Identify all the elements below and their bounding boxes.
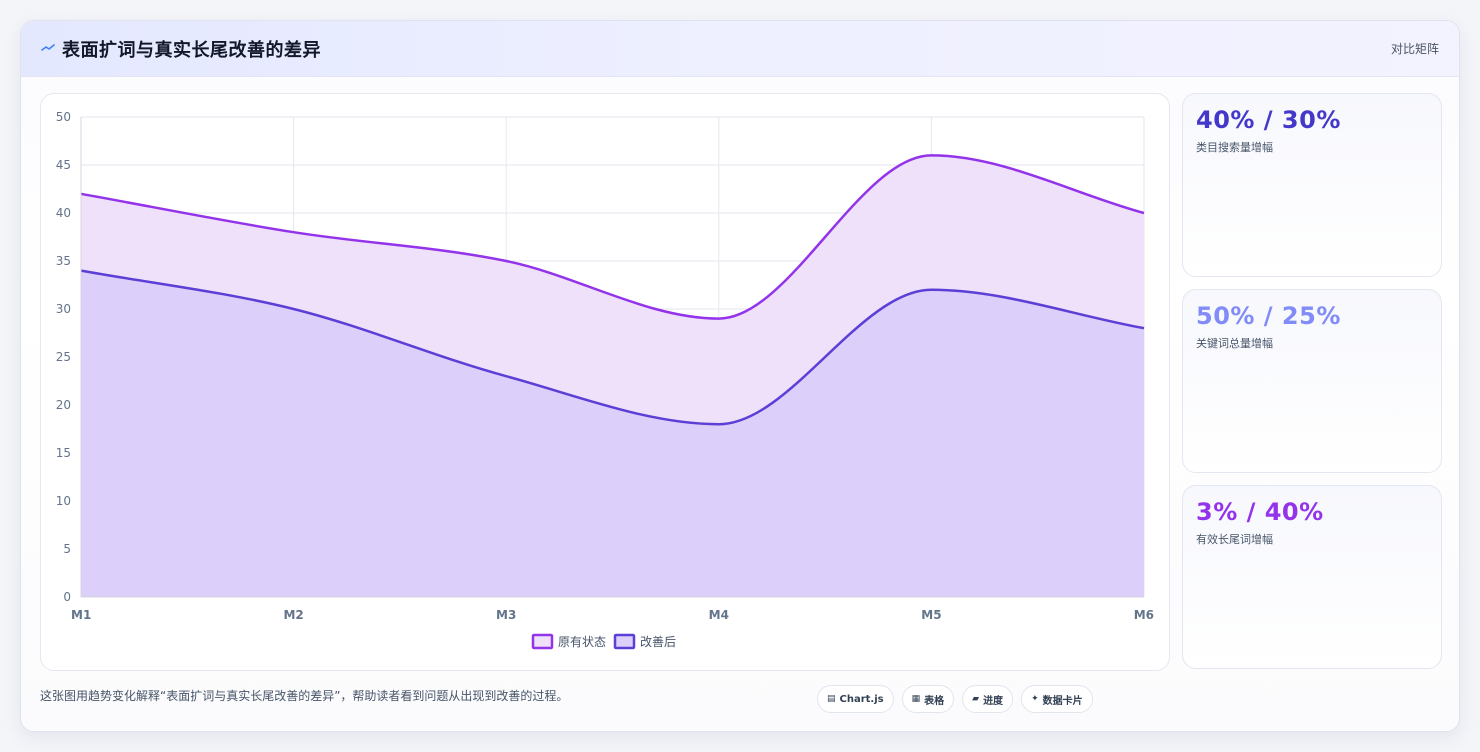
chart-panel: 0 5 10 15 20 25 30 35 40 45 50 M1 M2 M3 M4 M5 M6 原有状态 改善后 <box>40 93 1170 671</box>
x-tick-label: M1 <box>71 608 91 622</box>
sparkline-icon <box>41 44 55 51</box>
y-tick-label: 20 <box>56 398 71 412</box>
x-tick-label: M6 <box>1134 608 1154 622</box>
chip-label: 数据卡片 <box>1042 695 1083 707</box>
chip-table[interactable]: ▦ 表格 <box>901 685 955 713</box>
x-tick-label: M5 <box>921 608 941 622</box>
y-tick-label: 10 <box>56 494 71 508</box>
legend-swatch-1 <box>531 633 554 650</box>
y-tick-label: 50 <box>56 110 71 124</box>
x-tick-label: M4 <box>709 608 729 622</box>
series-area-2 <box>81 270 1144 597</box>
stat-label: 类目搜索量增幅 <box>1196 141 1273 154</box>
legend-label-2: 改善后 <box>640 634 676 649</box>
progress-icon: ▰ <box>972 694 980 704</box>
chart-caption: 这张图用趋势变化解释“表面扩词与真实长尾改善的差异”，帮助读者看到问题从出现到改… <box>40 689 569 703</box>
chart-icon: ▤ <box>827 694 836 704</box>
area-chart: 0 5 10 15 20 25 30 35 40 45 50 M1 M2 M3 M4 M5 M6 原有状态 改善后 <box>56 110 1154 650</box>
chip-label: 表格 <box>924 695 945 707</box>
matrix-link[interactable]: 对比矩阵 <box>1390 42 1439 56</box>
stat-card-keyword-total: 50% / 25% 关键词总量增幅 <box>1182 289 1442 473</box>
stat-card-longtail: 3% / 40% 有效长尾词增幅 <box>1182 485 1442 669</box>
stat-label: 关键词总量增幅 <box>1196 337 1273 350</box>
series-line-1 <box>80 154 1145 320</box>
y-tick-label: 0 <box>63 590 71 604</box>
y-tick-label: 30 <box>56 302 71 316</box>
series-line-2 <box>80 269 1145 426</box>
chip-chartjs[interactable]: ▤ Chart.js <box>817 685 894 713</box>
y-tick-label: 25 <box>56 350 71 364</box>
y-tick-label: 35 <box>56 254 71 268</box>
chip-data-card[interactable]: ✦ 数据卡片 <box>1021 685 1093 713</box>
x-tick-label: M3 <box>496 608 516 622</box>
stat-value: 40% / 30% <box>1196 106 1341 134</box>
y-tick-label: 5 <box>63 542 71 556</box>
y-tick-label: 45 <box>56 158 71 172</box>
chip-label: Chart.js <box>839 693 884 705</box>
stat-value: 50% / 25% <box>1196 302 1341 330</box>
table-icon: ▦ <box>911 694 921 704</box>
y-tick-label: 40 <box>56 206 71 220</box>
stat-card-category-search: 40% / 30% 类目搜索量增幅 <box>1182 93 1442 277</box>
y-tick-label: 15 <box>56 446 71 460</box>
stat-label: 有效长尾词增幅 <box>1196 533 1273 546</box>
report-card: 表面扩词与真实长尾改善的差异 对比矩阵 0 5 10 15 20 25 30 35 40 45 50… <box>20 20 1460 732</box>
stat-value: 3% / 40% <box>1196 498 1324 526</box>
page-title: 表面扩词与真实长尾改善的差异 <box>62 40 321 61</box>
card-header: 表面扩词与真实长尾改善的差异 对比矩阵 <box>21 21 1459 77</box>
chip-label: 进度 <box>983 695 1004 707</box>
chip-progress[interactable]: ▰ 进度 <box>962 685 1014 713</box>
tech-chips: ▤ Chart.js ▦ 表格 ▰ 进度 ✦ 数据卡片 <box>817 685 1093 713</box>
legend-swatch-2 <box>613 633 636 650</box>
legend-label-1: 原有状态 <box>558 635 606 649</box>
x-tick-label: M2 <box>283 608 303 622</box>
sparkle-icon: ✦ <box>1031 694 1039 704</box>
